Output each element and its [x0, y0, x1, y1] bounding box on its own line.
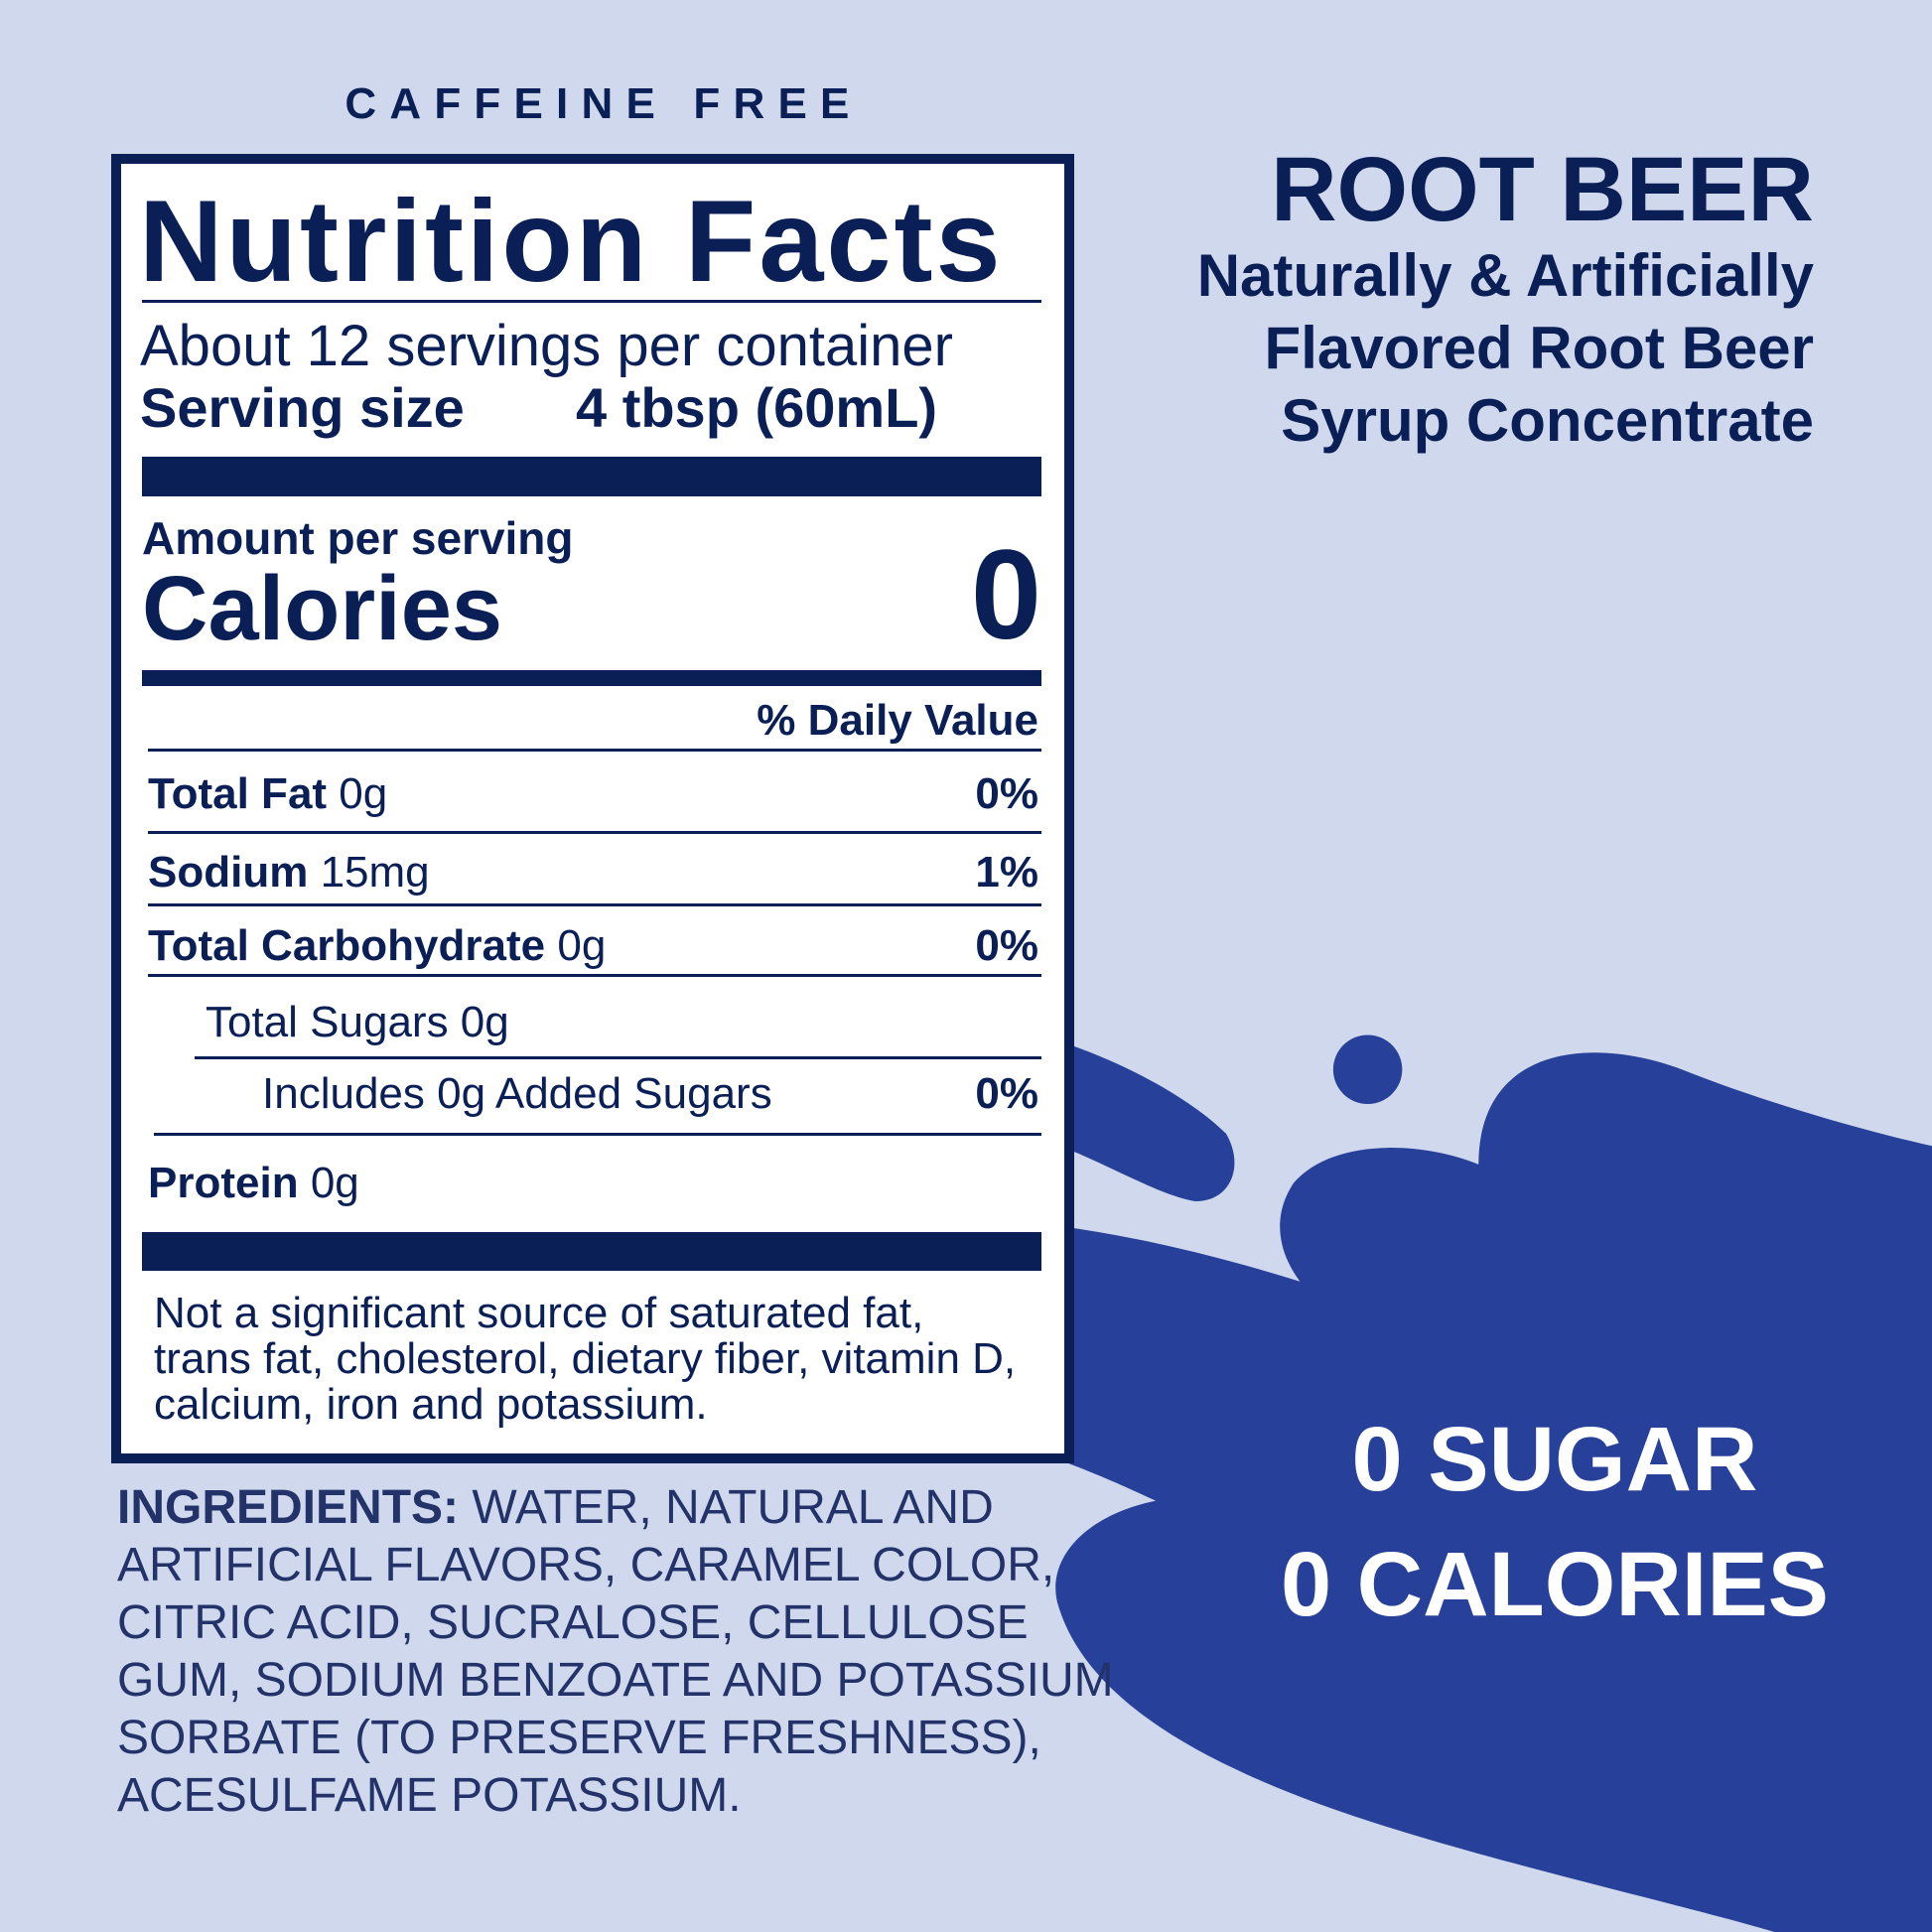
- splash-main: [1055, 1052, 1932, 1932]
- description-line: Naturally & Artificially: [1196, 242, 1814, 309]
- claim-zero-calories: 0 CALORIES: [1280, 1534, 1830, 1635]
- divider: [154, 1133, 1041, 1136]
- nutrient-amount: 0g: [310, 1159, 359, 1207]
- medium-divider: [142, 670, 1041, 686]
- divider: [195, 1056, 1041, 1059]
- nutrient-name: Total Sugars 0g: [206, 998, 509, 1046]
- description-line: Syrup Concentrate: [1281, 387, 1814, 454]
- nutrient-name: Includes 0g Added Sugars: [262, 1069, 772, 1118]
- description-line: Flavored Root Beer: [1264, 315, 1814, 381]
- splash-dot: [1332, 1035, 1403, 1104]
- divider: [148, 974, 1041, 977]
- servings-per-container: About 12 servings per container: [140, 314, 953, 378]
- ingredients-label: INGREDIENTS:: [117, 1481, 460, 1534]
- product-description: Naturally & Artificially Flavored Root B…: [1197, 239, 1814, 457]
- product-name: ROOT BEER: [1271, 139, 1814, 240]
- ingredients-line: GUM, SODIUM BENZOATE AND POTASSIUM: [117, 1654, 1114, 1707]
- footnote-line: Not a significant source of saturated fa…: [154, 1289, 924, 1337]
- footnote-line: calcium, iron and potassium.: [154, 1380, 708, 1429]
- calories-label: Calories: [142, 558, 503, 659]
- nutrient-name: Total Fat: [148, 769, 328, 818]
- footnote-line: trans fat, cholesterol, dietary fiber, v…: [154, 1334, 1017, 1383]
- thick-divider: [142, 1232, 1041, 1271]
- ingredients-line: CITRIC ACID, SUCRALOSE, CELLULOSE: [117, 1596, 1029, 1649]
- nutrient-amount: 15mg: [320, 848, 430, 897]
- divider: [148, 831, 1041, 834]
- nutrient-amount: 0g: [557, 921, 607, 970]
- nutrient-dv: 0%: [975, 921, 1038, 970]
- thick-divider: [142, 457, 1041, 496]
- nutrient-amount: 0g: [339, 769, 388, 818]
- ingredients-line: ACESULFAME POTASSIUM.: [117, 1769, 742, 1822]
- ingredients-line: ARTIFICIAL FLAVORS, CARAMEL COLOR,: [117, 1539, 1055, 1591]
- nutrient-name: Sodium: [148, 848, 309, 897]
- nutrient-dv: 0%: [975, 1069, 1038, 1118]
- nutrition-title: Nutrition Facts: [139, 176, 1004, 306]
- amount-per-serving: Amount per serving: [142, 512, 574, 564]
- divider: [148, 749, 1041, 752]
- nutrient-dv: 1%: [975, 848, 1038, 897]
- divider: [142, 300, 1041, 303]
- ingredients-line: SORBATE (TO PRESERVE FRESHNESS),: [117, 1712, 1041, 1764]
- serving-size-value: 4 tbsp (60mL): [576, 376, 938, 439]
- nutrient-name: Total Carbohydrate: [148, 921, 546, 970]
- ingredients-list: INGREDIENTS: WATER, NATURAL AND ARTIFICI…: [117, 1479, 1114, 1825]
- splash-droplet: [1059, 1040, 1235, 1202]
- daily-value-header: % Daily Value: [757, 696, 1038, 745]
- calories-value: 0: [970, 524, 1041, 666]
- caffeine-free-label: CAFFEINE FREE: [345, 79, 863, 128]
- footnote: Not a significant source of saturated fa…: [154, 1291, 1016, 1428]
- claim-zero-sugar: 0 SUGAR: [1351, 1409, 1758, 1510]
- divider: [148, 903, 1041, 906]
- ingredients-line: WATER, NATURAL AND: [459, 1481, 994, 1534]
- nutrient-dv: 0%: [975, 769, 1038, 818]
- serving-size-label: Serving size: [140, 376, 465, 439]
- nutrient-name: Protein: [148, 1159, 299, 1207]
